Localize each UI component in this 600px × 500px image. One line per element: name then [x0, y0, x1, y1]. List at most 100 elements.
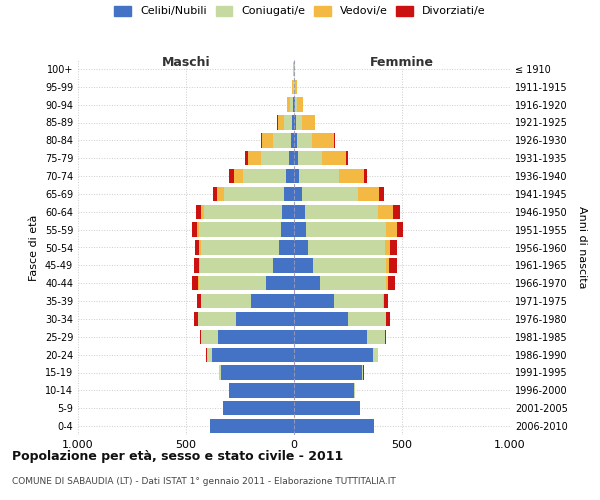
- Bar: [201, 204, 205, 219]
- Bar: [282, 204, 294, 219]
- Bar: [289, 151, 294, 166]
- Bar: [205, 204, 282, 219]
- Bar: [229, 383, 294, 398]
- Bar: [294, 294, 334, 308]
- Bar: [298, 151, 322, 166]
- Bar: [297, 98, 302, 112]
- Bar: [194, 258, 199, 272]
- Bar: [197, 294, 200, 308]
- Bar: [206, 348, 212, 362]
- Bar: [201, 330, 218, 344]
- Bar: [386, 222, 397, 237]
- Bar: [294, 133, 297, 148]
- Bar: [194, 312, 197, 326]
- Bar: [218, 330, 294, 344]
- Bar: [199, 258, 200, 272]
- Bar: [199, 240, 201, 254]
- Bar: [314, 116, 315, 130]
- Bar: [197, 222, 199, 237]
- Bar: [192, 276, 199, 290]
- Bar: [348, 312, 386, 326]
- Bar: [385, 330, 386, 344]
- Bar: [294, 348, 373, 362]
- Bar: [201, 294, 251, 308]
- Bar: [294, 204, 305, 219]
- Bar: [221, 366, 294, 380]
- Bar: [378, 204, 394, 219]
- Bar: [362, 366, 364, 380]
- Bar: [294, 312, 348, 326]
- Bar: [196, 204, 201, 219]
- Bar: [367, 330, 385, 344]
- Bar: [294, 98, 295, 112]
- Bar: [313, 258, 386, 272]
- Bar: [373, 348, 377, 362]
- Bar: [200, 258, 274, 272]
- Bar: [386, 258, 389, 272]
- Bar: [287, 98, 290, 112]
- Bar: [358, 187, 379, 201]
- Bar: [293, 98, 294, 112]
- Bar: [281, 222, 294, 237]
- Text: Femmine: Femmine: [370, 56, 434, 70]
- Bar: [199, 276, 266, 290]
- Bar: [295, 80, 297, 94]
- Text: Popolazione per età, sesso e stato civile - 2011: Popolazione per età, sesso e stato civil…: [12, 450, 343, 463]
- Bar: [201, 240, 279, 254]
- Y-axis label: Fasce di età: Fasce di età: [29, 214, 39, 280]
- Bar: [278, 116, 284, 130]
- Bar: [266, 276, 294, 290]
- Bar: [294, 240, 308, 254]
- Bar: [251, 294, 294, 308]
- Bar: [322, 151, 346, 166]
- Bar: [385, 240, 390, 254]
- Bar: [294, 187, 302, 201]
- Bar: [279, 240, 294, 254]
- Bar: [199, 222, 281, 237]
- Text: Maschi: Maschi: [161, 56, 211, 70]
- Text: COMUNE DI SABAUDIA (LT) - Dati ISTAT 1° gennaio 2011 - Elaborazione TUTTITALIA.I: COMUNE DI SABAUDIA (LT) - Dati ISTAT 1° …: [12, 478, 396, 486]
- Bar: [212, 348, 294, 362]
- Bar: [346, 151, 347, 166]
- Bar: [386, 276, 388, 290]
- Bar: [302, 116, 314, 130]
- Bar: [294, 419, 374, 433]
- Bar: [390, 240, 397, 254]
- Bar: [294, 366, 362, 380]
- Bar: [320, 276, 386, 290]
- Bar: [248, 151, 260, 166]
- Bar: [383, 294, 388, 308]
- Bar: [195, 240, 199, 254]
- Bar: [388, 276, 395, 290]
- Bar: [210, 419, 294, 433]
- Bar: [291, 133, 294, 148]
- Bar: [229, 169, 233, 183]
- Bar: [294, 258, 313, 272]
- Bar: [340, 169, 364, 183]
- Bar: [260, 133, 262, 148]
- Bar: [294, 330, 367, 344]
- Bar: [219, 366, 221, 380]
- Bar: [294, 222, 306, 237]
- Bar: [294, 401, 360, 415]
- Bar: [292, 80, 293, 94]
- Bar: [397, 222, 403, 237]
- Bar: [262, 133, 274, 148]
- Bar: [274, 133, 291, 148]
- Bar: [284, 187, 294, 201]
- Bar: [233, 169, 243, 183]
- Bar: [302, 187, 358, 201]
- Bar: [217, 187, 224, 201]
- Bar: [274, 258, 294, 272]
- Bar: [334, 133, 335, 148]
- Bar: [386, 312, 389, 326]
- Bar: [295, 98, 297, 112]
- Bar: [192, 222, 197, 237]
- Bar: [198, 312, 236, 326]
- Bar: [200, 330, 201, 344]
- Bar: [294, 383, 355, 398]
- Bar: [297, 133, 313, 148]
- Y-axis label: Anni di nascita: Anni di nascita: [577, 206, 587, 289]
- Bar: [224, 187, 284, 201]
- Bar: [296, 116, 302, 130]
